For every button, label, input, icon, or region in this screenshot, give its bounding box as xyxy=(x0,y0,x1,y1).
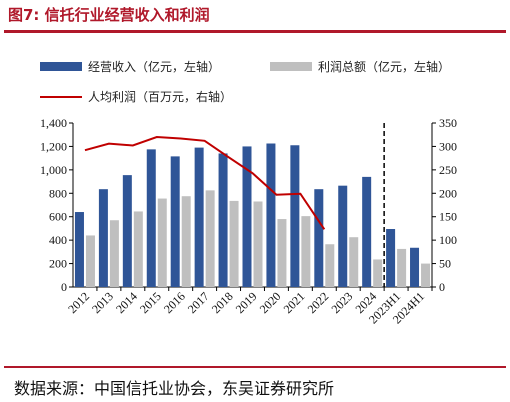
y-left-tick-label: 400 xyxy=(49,233,67,247)
footer-rule xyxy=(4,366,506,368)
title-rule xyxy=(4,30,506,33)
x-tick-label: 2018 xyxy=(209,289,236,316)
x-tick-label: 2016 xyxy=(161,289,188,316)
y-right-tick-label: 250 xyxy=(439,163,457,177)
x-tick-label: 2023 xyxy=(328,289,355,316)
bar-profit xyxy=(421,263,431,287)
x-tick-label: 2022 xyxy=(305,289,332,316)
bar-revenue xyxy=(74,212,84,287)
y-right-tick-label: 150 xyxy=(439,210,457,224)
legend-label-per-capita: 人均利润（百万元，右轴） xyxy=(88,89,232,104)
figure-title: 图7: 信托行业经营收入和利润 xyxy=(8,6,210,24)
y-left-tick-label: 800 xyxy=(49,186,67,200)
bar-profit xyxy=(109,220,119,287)
x-tick-label: 2013 xyxy=(89,289,116,316)
bar-profit xyxy=(181,196,191,287)
y-left-tick-label: 600 xyxy=(49,210,67,224)
bar-profit xyxy=(133,211,143,287)
bar-revenue xyxy=(338,185,348,287)
bar-revenue xyxy=(194,147,204,287)
y-right-tick-label: 200 xyxy=(439,186,457,200)
x-tick-label: 2017 xyxy=(185,289,212,316)
bar-profit xyxy=(325,244,335,287)
bar-revenue xyxy=(362,176,372,287)
bar-profit xyxy=(205,190,215,287)
legend-label-revenue: 经营收入（亿元，左轴） xyxy=(88,59,220,74)
bar-revenue xyxy=(386,229,396,287)
bar-profit xyxy=(349,237,359,287)
bar-revenue xyxy=(98,189,108,287)
data-source: 数据来源：中国信托业协会，东吴证券研究所 xyxy=(14,379,335,398)
y-left-tick-label: 200 xyxy=(49,257,67,271)
bar-profit xyxy=(229,200,239,287)
y-right-tick-label: 0 xyxy=(439,280,445,294)
line-per-capita-profit xyxy=(84,136,326,230)
bar-revenue xyxy=(170,156,180,287)
y-left-tick-label: 0 xyxy=(61,280,67,294)
y-left-tick-label: 1,000 xyxy=(40,163,67,177)
bar-revenue xyxy=(218,153,228,287)
bar-revenue xyxy=(146,149,156,287)
y-right-tick-label: 50 xyxy=(439,257,451,271)
bar-profit xyxy=(373,259,383,287)
bar-profit xyxy=(301,216,311,287)
legend-swatch-revenue xyxy=(40,62,82,71)
y-left-tick-label: 1,200 xyxy=(40,139,67,153)
bar-profit xyxy=(277,219,287,287)
x-tick-label: 2019 xyxy=(233,289,260,316)
y-right-tick-label: 350 xyxy=(439,116,457,130)
y-left-tick-label: 1,400 xyxy=(40,116,67,130)
y-right-tick-label: 300 xyxy=(439,139,457,153)
x-tick-label: 2015 xyxy=(137,289,164,316)
bar-revenue xyxy=(314,189,324,287)
legend-label-profit: 利润总额（亿元，左轴） xyxy=(318,59,450,74)
legend-swatch-profit xyxy=(270,62,312,71)
x-tick-label: 2021 xyxy=(281,289,308,316)
x-tick-label: 2014 xyxy=(113,289,140,316)
y-right-tick-label: 100 xyxy=(439,233,457,247)
bar-profit xyxy=(397,248,407,287)
x-tick-label: 2012 xyxy=(65,289,92,316)
bar-profit xyxy=(157,198,167,287)
bar-revenue xyxy=(122,175,132,287)
bar-revenue xyxy=(410,247,420,287)
bar-profit xyxy=(85,235,95,287)
bar-revenue xyxy=(242,146,252,287)
bar-revenue xyxy=(266,143,276,287)
bar-profit xyxy=(253,201,263,287)
bar-revenue xyxy=(290,145,300,287)
x-tick-label: 2020 xyxy=(257,289,284,316)
